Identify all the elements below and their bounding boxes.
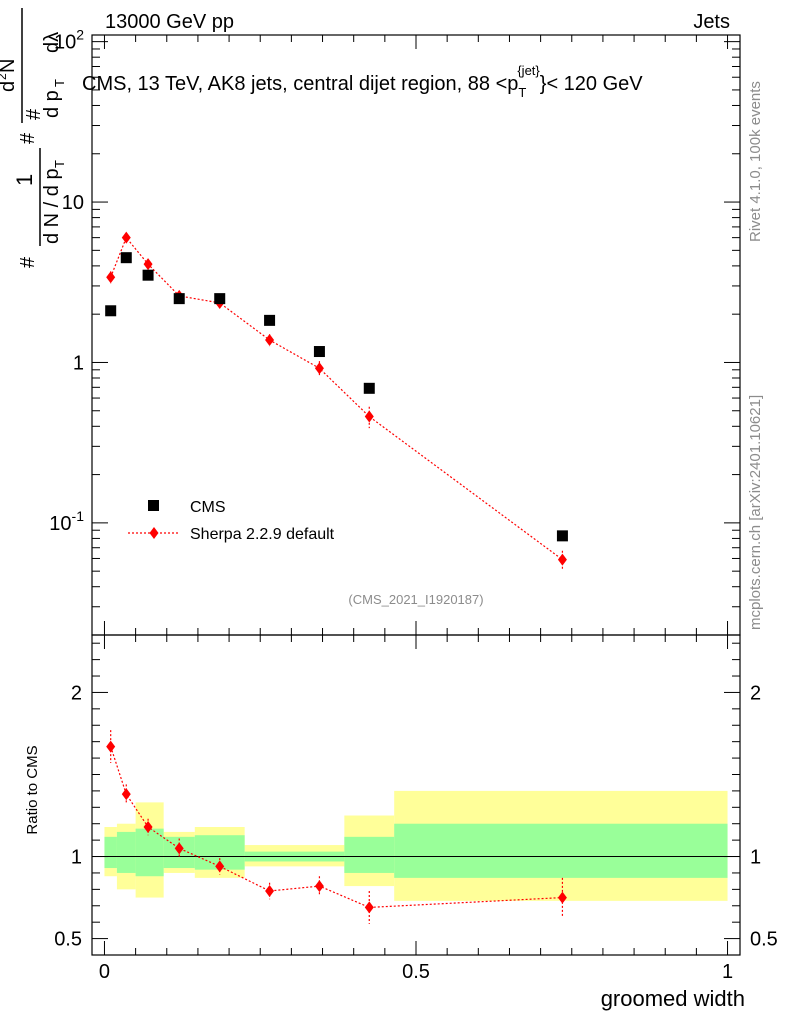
x-tick-label: 0.5	[402, 961, 430, 983]
ylabel-lambda: dλ	[41, 32, 63, 53]
analysis-id: (CMS_2021_I1920187)	[348, 592, 483, 607]
ratio-mc-point	[143, 821, 153, 833]
energy-label: 13000 GeV pp	[105, 11, 234, 33]
ratio-y-tick-label-right: 1	[750, 847, 761, 869]
ratio-mc-point	[106, 740, 116, 753]
ylabel-T2: T	[52, 79, 67, 87]
ylabel-hash2: #	[17, 132, 39, 144]
cms-data-point	[105, 305, 117, 317]
main-frame	[91, 34, 741, 636]
mc-point	[121, 231, 131, 244]
title-tail: }< 120 GeV	[540, 73, 644, 95]
cms-data-point	[120, 252, 132, 264]
band-inner-8	[394, 823, 728, 878]
ratio-mc-point	[174, 842, 184, 855]
x-tick-label: 0	[99, 961, 110, 983]
mc-point	[265, 334, 275, 347]
y-tick-label-main: 102	[54, 27, 84, 54]
ratio-y-tick-label: 1	[71, 847, 82, 869]
cms-data-point	[173, 293, 185, 305]
band-inner-1	[116, 831, 136, 873]
y-axis-label-ratio: Ratio to CMS	[24, 745, 41, 834]
x-tick-label: 1	[722, 961, 733, 983]
band-inner-7	[344, 836, 395, 873]
title-sup: {jet}	[517, 63, 540, 78]
legend-marker-mc	[149, 527, 159, 539]
cms-data-point	[142, 269, 154, 281]
mc-point	[143, 258, 153, 271]
y-tick-label-main: 10-1	[49, 508, 84, 535]
legend: CMS Sherpa 2.2.9 default	[128, 499, 335, 543]
ratio-y-tick-label: 2	[71, 682, 82, 704]
ylabel-hash: #	[17, 256, 39, 268]
ylabel-sup2: 2	[0, 73, 9, 80]
band-inner-0	[104, 836, 117, 869]
legend-label-mc: Sherpa 2.2.9 default	[190, 526, 335, 543]
ratio-mc-line	[110, 746, 563, 909]
ylabel-dN: d N / d p	[41, 168, 63, 244]
ylabel-T: T	[52, 160, 67, 168]
legend-marker-cms	[148, 500, 159, 511]
ratio-mc-point	[314, 880, 324, 893]
cms-data-point	[313, 346, 325, 358]
title-main: CMS, 13 TeV, AK8 jets, central dijet reg…	[82, 73, 518, 95]
ylabel-den: d p	[41, 90, 63, 118]
ylabel-hash3: #	[23, 108, 45, 120]
ylabel-num-d: d	[0, 81, 19, 92]
y-tick-label-main: 10	[62, 192, 84, 214]
mc-point	[314, 362, 324, 375]
labels: 13000 GeV pp Jets CMS, 13 TeV, AK8 jets,…	[0, 8, 764, 1011]
category-label: Jets	[693, 11, 730, 33]
mc-point	[106, 271, 116, 284]
ratio-panel: 0 0.5 1 0.5 0.5 1 1 2 2	[54, 634, 778, 983]
chart-title: CMS, 13 TeV, AK8 jets, central dijet reg…	[82, 63, 643, 100]
ratio-mc-point	[121, 788, 131, 801]
mc-point	[557, 553, 567, 566]
ylabel-one: 1	[12, 174, 37, 186]
y-axis-label-main: # 1 d N / d p T # d 2 N # d p T dλ	[0, 8, 67, 268]
mc-line	[110, 236, 563, 561]
ratio-mc-point	[265, 885, 275, 897]
cms-data-point	[214, 293, 226, 305]
cms-data-point	[556, 530, 568, 542]
cms-data-point	[363, 382, 375, 394]
main-panel: 10-1 1 10 102 CMS Sherpa 2.2.9 default	[49, 27, 741, 636]
x-axis-label: groomed width	[601, 986, 745, 1011]
ratio-y-tick-label-right: 2	[750, 682, 761, 704]
title-sub: T	[518, 85, 526, 100]
cms-data-point	[264, 314, 276, 326]
ratio-mc-point	[215, 860, 225, 873]
rivet-label: Rivet 4.1.0, 100k events	[747, 81, 764, 242]
mc-point	[364, 410, 374, 423]
legend-label-cms: CMS	[190, 499, 226, 516]
ratio-y-tick-label-right: 0.5	[750, 929, 778, 951]
ratio-mc-point	[557, 891, 567, 904]
ratio-y-tick-label: 0.5	[54, 929, 82, 951]
ratio-mc-point	[364, 901, 374, 914]
ylabel-N: N	[0, 59, 19, 73]
y-tick-label-main: 1	[73, 352, 84, 374]
band-inner-2	[135, 828, 164, 877]
site-label: mcplots.cern.ch [arXiv:2401.10621]	[747, 395, 764, 630]
